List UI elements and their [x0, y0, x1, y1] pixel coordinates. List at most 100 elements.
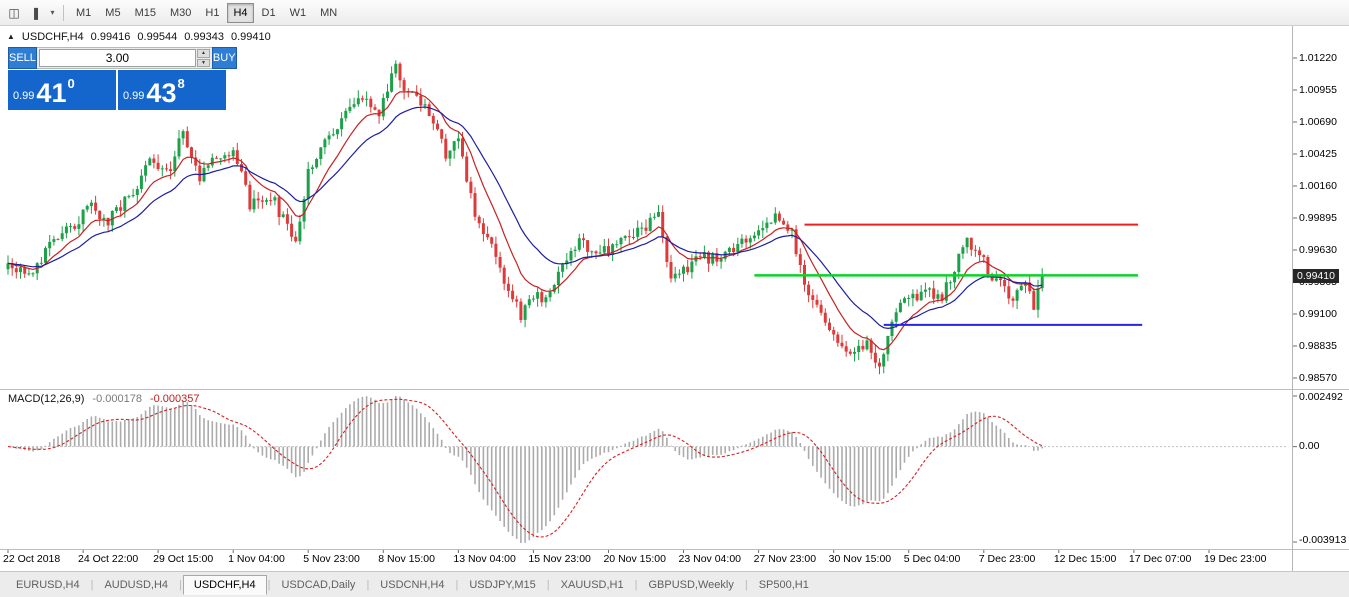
- chart-tab-sp500[interactable]: SP500,H1: [758, 578, 809, 591]
- sell-price-big-digits: 41: [36, 78, 67, 109]
- chart-symbol-period: USDCHF,H4: [21, 31, 84, 43]
- current-price-badge: 0.99410: [1293, 269, 1339, 284]
- time-axis-label: 29 Oct 15:00: [153, 553, 214, 565]
- chart-tab-usdchf[interactable]: USDCHF,H4: [182, 574, 267, 595]
- top-toolbar: ◫ ❚ ▾ M1 M5 M15 M30 H1 H4 D1 W1 MN: [0, 0, 1349, 26]
- price-axis-label: 1.00425: [1299, 147, 1337, 160]
- timeframe-button-h1[interactable]: H1: [205, 6, 220, 19]
- time-axis-label: 8 Nov 15:00: [378, 553, 435, 565]
- sell-price-panel[interactable]: 0.99 41 0: [8, 70, 116, 110]
- ohlc-close: 0.99410: [230, 31, 271, 43]
- buy-price-big-digits: 43: [146, 78, 177, 109]
- time-axis-label: 12 Dec 15:00: [1053, 553, 1117, 565]
- time-axis-label: 24 Oct 22:00: [78, 553, 139, 565]
- timeframe-button-m5[interactable]: M5: [105, 6, 121, 19]
- tab-divider: |: [455, 578, 459, 591]
- timeframe-button-m1[interactable]: M1: [76, 6, 92, 19]
- price-axis-label: 0.98570: [1299, 371, 1337, 384]
- one-click-toggle-icon[interactable]: ▲: [7, 32, 15, 41]
- volume-increase-button[interactable]: ▲: [196, 49, 210, 58]
- pane-divider[interactable]: [0, 389, 1349, 390]
- timeframe-button-group: M1 M5 M15 M30 H1 H4 D1 W1 MN: [69, 2, 344, 23]
- price-axis-label: 0.99630: [1299, 243, 1337, 256]
- timeframe-button-d1[interactable]: D1: [261, 6, 276, 19]
- price-axis-line: [1292, 26, 1293, 571]
- macd-indicator-header: MACD(12,26,9) -0.000178 -0.000357: [8, 393, 200, 405]
- time-axis-label: 15 Nov 23:00: [528, 553, 591, 565]
- price-axis-label: 1.00690: [1299, 115, 1337, 128]
- chart-window-icon[interactable]: ◫: [8, 5, 20, 20]
- volume-input[interactable]: [38, 49, 196, 67]
- chart-ohlc-header: ▲ USDCHF,H4 0.99416 0.99544 0.99343 0.99…: [7, 31, 271, 43]
- timeframe-button-w1[interactable]: W1: [289, 6, 307, 19]
- price-axis-label: 0.99895: [1299, 211, 1337, 224]
- macd-axis-bottom-label: -0.003913: [1299, 534, 1347, 546]
- macd-title: MACD(12,26,9): [8, 393, 85, 405]
- time-axis-label: 23 Nov 04:00: [678, 553, 741, 565]
- volume-control: ▲ ▼: [36, 47, 212, 69]
- price-axis-label: 1.00160: [1299, 179, 1337, 192]
- chart-tab-xauusd[interactable]: XAUUSD,H1: [560, 578, 624, 591]
- time-axis-label: 22 Oct 2018: [3, 553, 61, 565]
- chart-tab-gbpusd[interactable]: GBPUSD,Weekly: [648, 578, 734, 591]
- chart-tab-usdcad[interactable]: USDCAD,Daily: [281, 578, 356, 591]
- macd-axis-zero-label: 0.00: [1299, 440, 1320, 453]
- dropdown-caret-icon[interactable]: ▾: [50, 8, 55, 17]
- time-axis-label: 30 Nov 15:00: [828, 553, 892, 565]
- time-axis-label: 20 Nov 15:00: [603, 553, 666, 565]
- ohlc-open: 0.99416: [90, 31, 131, 43]
- chart-tab-audusd[interactable]: AUDUSD,H4: [104, 578, 169, 591]
- chart-tab-eurusd[interactable]: EURUSD,H4: [16, 578, 80, 591]
- tab-divider: |: [634, 578, 638, 591]
- sell-button[interactable]: SELL: [8, 47, 37, 69]
- volume-decrease-button[interactable]: ▼: [196, 58, 210, 67]
- macd-main-value: -0.000178: [92, 393, 142, 405]
- toolbar-separator: [63, 4, 64, 21]
- trade-widget-top-row: SELL ▲ ▼ BUY: [8, 47, 237, 69]
- volume-spinner: ▲ ▼: [196, 49, 210, 67]
- buy-button[interactable]: BUY: [211, 47, 237, 69]
- candlestick-chart-icon[interactable]: ❚: [30, 5, 42, 20]
- price-axis-label: 1.01220: [1299, 51, 1337, 64]
- tab-divider: |: [267, 578, 271, 591]
- chart-tab-usdcnh[interactable]: USDCNH,H4: [380, 578, 445, 591]
- time-axis-label: 5 Nov 23:00: [303, 553, 360, 565]
- slow-ma-line: [7, 106, 1043, 330]
- timeframe-button-m30[interactable]: M30: [169, 6, 192, 19]
- macd-axis-top-label: 0.002492: [1299, 391, 1343, 403]
- tab-divider: |: [744, 578, 748, 591]
- time-axis-label: 17 Dec 07:00: [1128, 553, 1192, 565]
- time-axis-label: 7 Dec 23:00: [978, 553, 1036, 565]
- fast-ma-line: [7, 91, 1043, 351]
- macd-signal-line: [7, 398, 1043, 538]
- tab-divider: |: [179, 578, 182, 591]
- buy-price-pipette: 8: [177, 76, 185, 91]
- timeframe-button-m15[interactable]: M15: [134, 6, 156, 19]
- timeframe-button-mn[interactable]: MN: [320, 6, 338, 19]
- chart-tab-bar: EURUSD,H4 | AUDUSD,H4 | USDCHF,H4 | USDCAD,Dai…: [0, 571, 1349, 597]
- time-axis-label: 27 Nov 23:00: [753, 553, 817, 565]
- time-axis-label: 19 Dec 23:00: [1203, 553, 1267, 565]
- trade-widget-price-row: 0.99 41 0 0.99 43 8: [8, 70, 226, 110]
- time-axis-label: 5 Dec 04:00: [903, 553, 961, 565]
- macd-signal-value: -0.000357: [149, 393, 200, 405]
- chart-tab-usdjpy[interactable]: USDJPY,M15: [469, 578, 536, 591]
- ohlc-high: 0.99544: [137, 31, 178, 43]
- time-axis-divider: [0, 549, 1349, 550]
- toolbar-icon-group: ◫ ❚ ▾: [3, 3, 58, 23]
- sell-price-pipette: 0: [67, 76, 75, 91]
- buy-price-panel[interactable]: 0.99 43 8: [118, 70, 226, 110]
- sell-price-prefix: 0.99: [13, 90, 35, 102]
- macd-histogram: [11, 396, 1043, 543]
- timeframe-button-h4[interactable]: H4: [227, 2, 254, 23]
- price-axis-label: 0.98835: [1299, 339, 1337, 352]
- bull-candle-bodies: [6, 63, 1044, 367]
- time-axis-label: 13 Nov 04:00: [453, 553, 516, 565]
- tab-divider: |: [366, 578, 370, 591]
- price-axis-label: 0.99100: [1299, 307, 1337, 320]
- tab-divider: |: [546, 578, 550, 591]
- buy-price-prefix: 0.99: [123, 90, 145, 102]
- price-axis-label: 1.00955: [1299, 83, 1337, 96]
